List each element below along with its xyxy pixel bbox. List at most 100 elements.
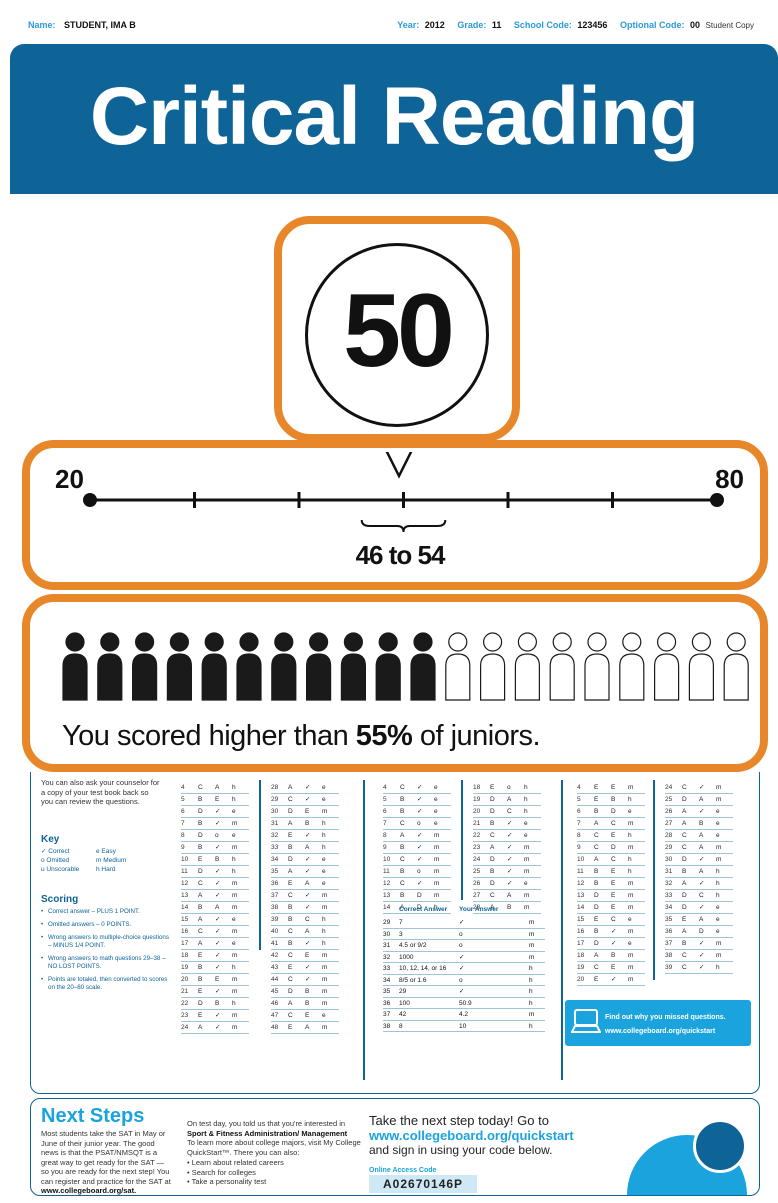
person-outline-icon [445, 632, 471, 701]
answer-cell: e [524, 832, 528, 839]
answer-cell: A [594, 952, 599, 959]
answer-cell: C [288, 892, 293, 899]
scoring-rule: Points are totaled, then converted to sc… [41, 976, 171, 992]
answer-cell: D [288, 808, 293, 815]
grade-label: Grade: [457, 20, 487, 30]
answer-cell: 28 [665, 832, 673, 839]
answer-cell: B [215, 1000, 220, 1007]
answer-cell: m [232, 952, 238, 959]
grid-cell: 8 [399, 1022, 403, 1030]
column-divider [461, 780, 463, 900]
answer-cell: e [434, 820, 438, 827]
answer-cell: ✓ [417, 880, 423, 887]
answer-cell: m [232, 1024, 238, 1031]
grid-row: 32 1000 ✓ m [383, 952, 545, 963]
answer-row: 10 C ✓ m [383, 854, 451, 866]
answer-cell: 20 [473, 808, 481, 815]
answer-cell: A [490, 904, 495, 911]
key-row: ✓ Correct e Easy [41, 847, 151, 856]
answer-cell: m [628, 964, 634, 971]
sat-link[interactable]: www.collegeboard.org/sat. [41, 1186, 137, 1195]
answer-row: 16 C ✓ m [181, 926, 249, 938]
answer-cell: ✓ [699, 856, 705, 863]
answer-row: 12 C ✓ m [383, 878, 451, 890]
answer-row: 9 B ✓ m [383, 842, 451, 854]
grid-cell: 34 [383, 976, 391, 984]
answer-cell: A [682, 928, 687, 935]
answer-cell: 29 [271, 796, 279, 803]
answer-cell: A [594, 820, 599, 827]
major-name: Sport & Fitness Administration/ Manageme… [187, 1128, 348, 1138]
answer-cell: 29 [665, 844, 673, 851]
scale-max: 80 [715, 464, 744, 494]
student-name: Name: STUDENT, IMA B [28, 20, 136, 30]
answer-cell: 8 [577, 832, 581, 839]
answer-cell: ✓ [699, 964, 705, 971]
answer-cell: D [198, 1000, 203, 1007]
promo-url[interactable]: www.collegeboard.org/quickstart [369, 1128, 574, 1143]
answer-cell: ✓ [417, 796, 423, 803]
answer-cell: ✓ [215, 844, 221, 851]
grid-cell: 4.2 [459, 1011, 469, 1018]
answer-cell: m [434, 832, 440, 839]
answer-cell: ✓ [699, 808, 705, 815]
answer-cell: B [288, 940, 293, 947]
answer-cell: ✓ [215, 880, 221, 887]
answer-cell: 32 [665, 880, 673, 887]
answer-cell: 26 [473, 880, 481, 887]
answer-cell: D [198, 808, 203, 815]
answer-row: 6 B ✓ e [383, 806, 451, 818]
person-outline-icon [723, 632, 749, 701]
grid-cell: m [529, 942, 535, 949]
answer-cell: 10 [577, 856, 585, 863]
answer-cell: A [215, 784, 220, 791]
answer-cell: h [716, 964, 720, 971]
answer-cell: A [699, 844, 704, 851]
grid-cell: o [459, 942, 463, 949]
answer-cell: m [524, 856, 530, 863]
quickstart-link[interactable]: Find out why you missed questions. www.c… [565, 1000, 751, 1046]
answer-cell: B [594, 928, 599, 935]
access-code: A02670146P [369, 1175, 478, 1193]
answer-cell: 18 [473, 784, 481, 791]
answer-cell: ✓ [215, 892, 221, 899]
quickstart-url[interactable]: www.collegeboard.org/quickstart [605, 1028, 716, 1035]
answer-cell: C [288, 1012, 293, 1019]
answer-row: 38 C ✓ m [665, 950, 733, 962]
answer-row: 22 C ✓ e [473, 830, 541, 842]
column-divider [653, 780, 655, 980]
next-steps-section: Next Steps Most students take the SAT in… [30, 1098, 760, 1196]
next-steps-body: Most students take the SAT in May or Jun… [41, 1129, 173, 1195]
range-brace [360, 519, 447, 533]
answer-cell: C [594, 832, 599, 839]
answer-cell: D [594, 904, 599, 911]
answer-cell: e [434, 796, 438, 803]
answer-cell: m [524, 844, 530, 851]
answer-cell: B [198, 844, 203, 851]
answer-cell: ✓ [215, 928, 221, 935]
answer-cell: A [305, 844, 310, 851]
answer-row: 23 A ✓ m [473, 842, 541, 854]
answer-cell: C [305, 916, 310, 923]
answer-cell: ✓ [417, 832, 423, 839]
answer-cell: E [611, 868, 616, 875]
answer-cell: m [524, 868, 530, 875]
scale-min: 20 [55, 464, 84, 494]
answer-cell: 47 [271, 1012, 279, 1019]
answer-row: 8 A ✓ m [383, 830, 451, 842]
answer-cell: h [524, 796, 528, 803]
answer-cell: ✓ [305, 892, 311, 899]
answer-cell: 38 [665, 952, 673, 959]
answer-cell: e [232, 832, 236, 839]
person-filled-icon [271, 632, 297, 701]
answer-cell: e [232, 916, 236, 923]
answer-row: 30 D ✓ m [665, 854, 733, 866]
